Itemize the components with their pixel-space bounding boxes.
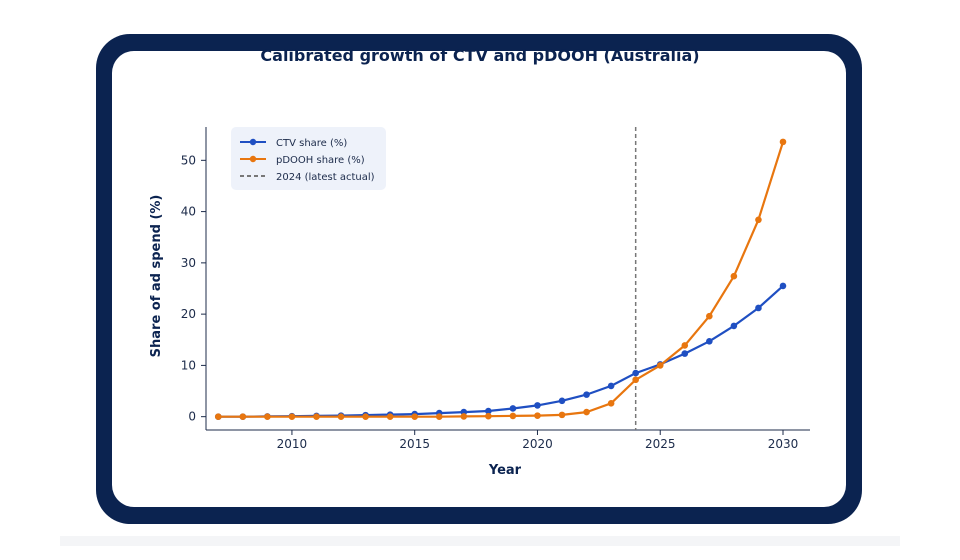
data-point-pdooh <box>239 413 247 420</box>
legend-refline-label: 2024 (latest actual) <box>276 172 375 183</box>
legend: CTV share (%) pDOOH share (%) 2024 (late… <box>231 127 386 190</box>
data-point-pdooh <box>681 342 689 349</box>
y-tick-label: 10 <box>181 358 196 372</box>
data-point-pdooh <box>607 400 615 407</box>
y-axis-label: Share of ad spend (%) <box>149 195 164 358</box>
chart-title: Calibrated growth of CTV and pDOOH (Aust… <box>260 46 700 65</box>
data-point-pdooh <box>509 412 517 420</box>
y-tick-label: 0 <box>188 410 196 424</box>
x-tick-label: 2020 <box>522 437 553 451</box>
legend-ctv-label: CTV share (%) <box>276 138 347 149</box>
data-point-pdooh <box>583 408 590 416</box>
data-point-ctv <box>706 338 713 345</box>
legend-box <box>231 127 386 190</box>
data-point-ctv <box>730 322 738 330</box>
data-point-pdooh <box>485 412 492 420</box>
series-line-pdooh <box>218 141 785 418</box>
data-point-pdooh <box>755 216 762 224</box>
data-point-pdooh <box>386 413 394 420</box>
page-bottom-strip <box>60 536 900 546</box>
y-tick-label: 30 <box>181 256 196 270</box>
data-point-pdooh <box>706 312 713 320</box>
data-point-pdooh <box>632 376 639 384</box>
series-group <box>214 138 787 420</box>
x-tick-label: 2030 <box>768 437 799 451</box>
data-point-pdooh <box>313 413 320 420</box>
data-point-pdooh <box>656 362 664 369</box>
data-point-pdooh <box>460 413 468 420</box>
x-tick-label: 2015 <box>399 437 430 451</box>
data-point-ctv <box>583 391 590 398</box>
legend-ctv-marker <box>249 138 257 146</box>
data-point-ctv <box>755 304 762 312</box>
data-point-pdooh <box>779 138 787 146</box>
data-point-ctv <box>607 382 615 390</box>
data-point-ctv <box>534 402 541 409</box>
legend-pdooh-label: pDOOH share (%) <box>276 155 365 166</box>
y-tick-label: 50 <box>181 153 196 167</box>
data-point-pdooh <box>534 412 541 419</box>
data-point-pdooh <box>337 413 345 420</box>
data-point-ctv <box>509 405 517 412</box>
data-point-ctv <box>485 407 492 415</box>
x-axis-label: Year <box>488 463 522 478</box>
data-point-ctv <box>779 282 787 290</box>
data-point-pdooh <box>264 413 271 420</box>
data-point-ctv <box>558 397 566 405</box>
data-point-ctv <box>632 369 639 377</box>
data-point-pdooh <box>362 413 369 420</box>
x-tick-label: 2010 <box>277 437 308 451</box>
y-tick-label: 40 <box>181 205 196 219</box>
data-point-pdooh <box>558 411 566 419</box>
y-tick-label: 20 <box>181 307 196 321</box>
data-point-ctv <box>681 350 689 357</box>
legend-pdooh-marker <box>249 155 257 163</box>
chart-axes <box>205 127 810 431</box>
x-tick-label: 2025 <box>645 437 676 451</box>
data-point-pdooh <box>411 413 418 420</box>
chart-card <box>112 51 846 507</box>
series-line-ctv <box>218 285 784 418</box>
data-point-pdooh <box>214 413 222 420</box>
data-point-pdooh <box>730 272 738 280</box>
data-point-pdooh <box>435 413 443 420</box>
data-point-pdooh <box>288 413 296 420</box>
